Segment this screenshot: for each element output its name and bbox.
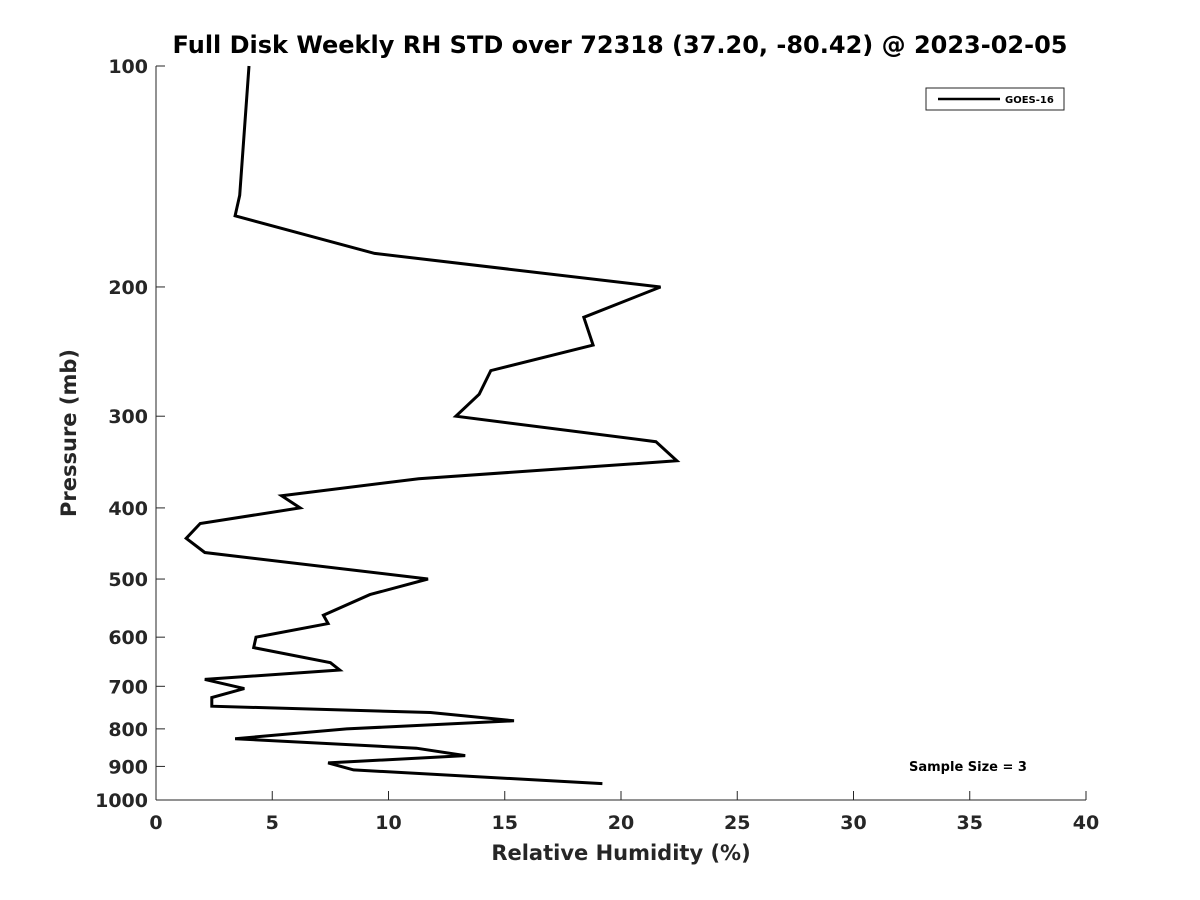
y-tick-label: 900 bbox=[108, 756, 148, 778]
series-line-goes-16 bbox=[183, 65, 681, 786]
legend-label-goes-16: GOES-16 bbox=[1005, 95, 1054, 106]
x-ticks: 0 5 10 15 20 25 30 35 40 bbox=[149, 791, 1099, 834]
y-tick-label: 800 bbox=[108, 719, 148, 741]
x-tick-label: 5 bbox=[266, 812, 279, 834]
x-tick-label: 15 bbox=[492, 812, 518, 834]
x-tick-label: 30 bbox=[840, 812, 866, 834]
legend: GOES-16 bbox=[925, 87, 1065, 111]
x-tick-label: 20 bbox=[608, 812, 634, 834]
x-tick-label: 25 bbox=[724, 812, 750, 834]
x-axis-label: Relative Humidity (%) bbox=[491, 841, 750, 865]
y-tick-label: 500 bbox=[108, 569, 148, 591]
x-tick-label: 40 bbox=[1073, 812, 1099, 834]
y-tick-label: 100 bbox=[108, 56, 148, 78]
series-layer bbox=[183, 65, 681, 786]
y-tick-label: 600 bbox=[108, 627, 148, 649]
y-tick-label: 300 bbox=[108, 406, 148, 428]
x-tick-label: 10 bbox=[375, 812, 401, 834]
x-tick-label: 35 bbox=[957, 812, 983, 834]
y-tick-label: 400 bbox=[108, 498, 148, 520]
y-ticks: 100 200 300 400 500 600 700 800 900 1000 bbox=[95, 56, 165, 812]
x-tick-label: 0 bbox=[149, 812, 162, 834]
y-tick-label: 200 bbox=[108, 277, 148, 299]
sample-size-annotation: Sample Size = 3 bbox=[909, 760, 1027, 775]
chart-title: Full Disk Weekly RH STD over 72318 (37.2… bbox=[173, 31, 1068, 59]
y-axis-label: Pressure (mb) bbox=[57, 349, 81, 517]
y-tick-label: 1000 bbox=[95, 790, 148, 812]
y-tick-label: 700 bbox=[108, 676, 148, 698]
